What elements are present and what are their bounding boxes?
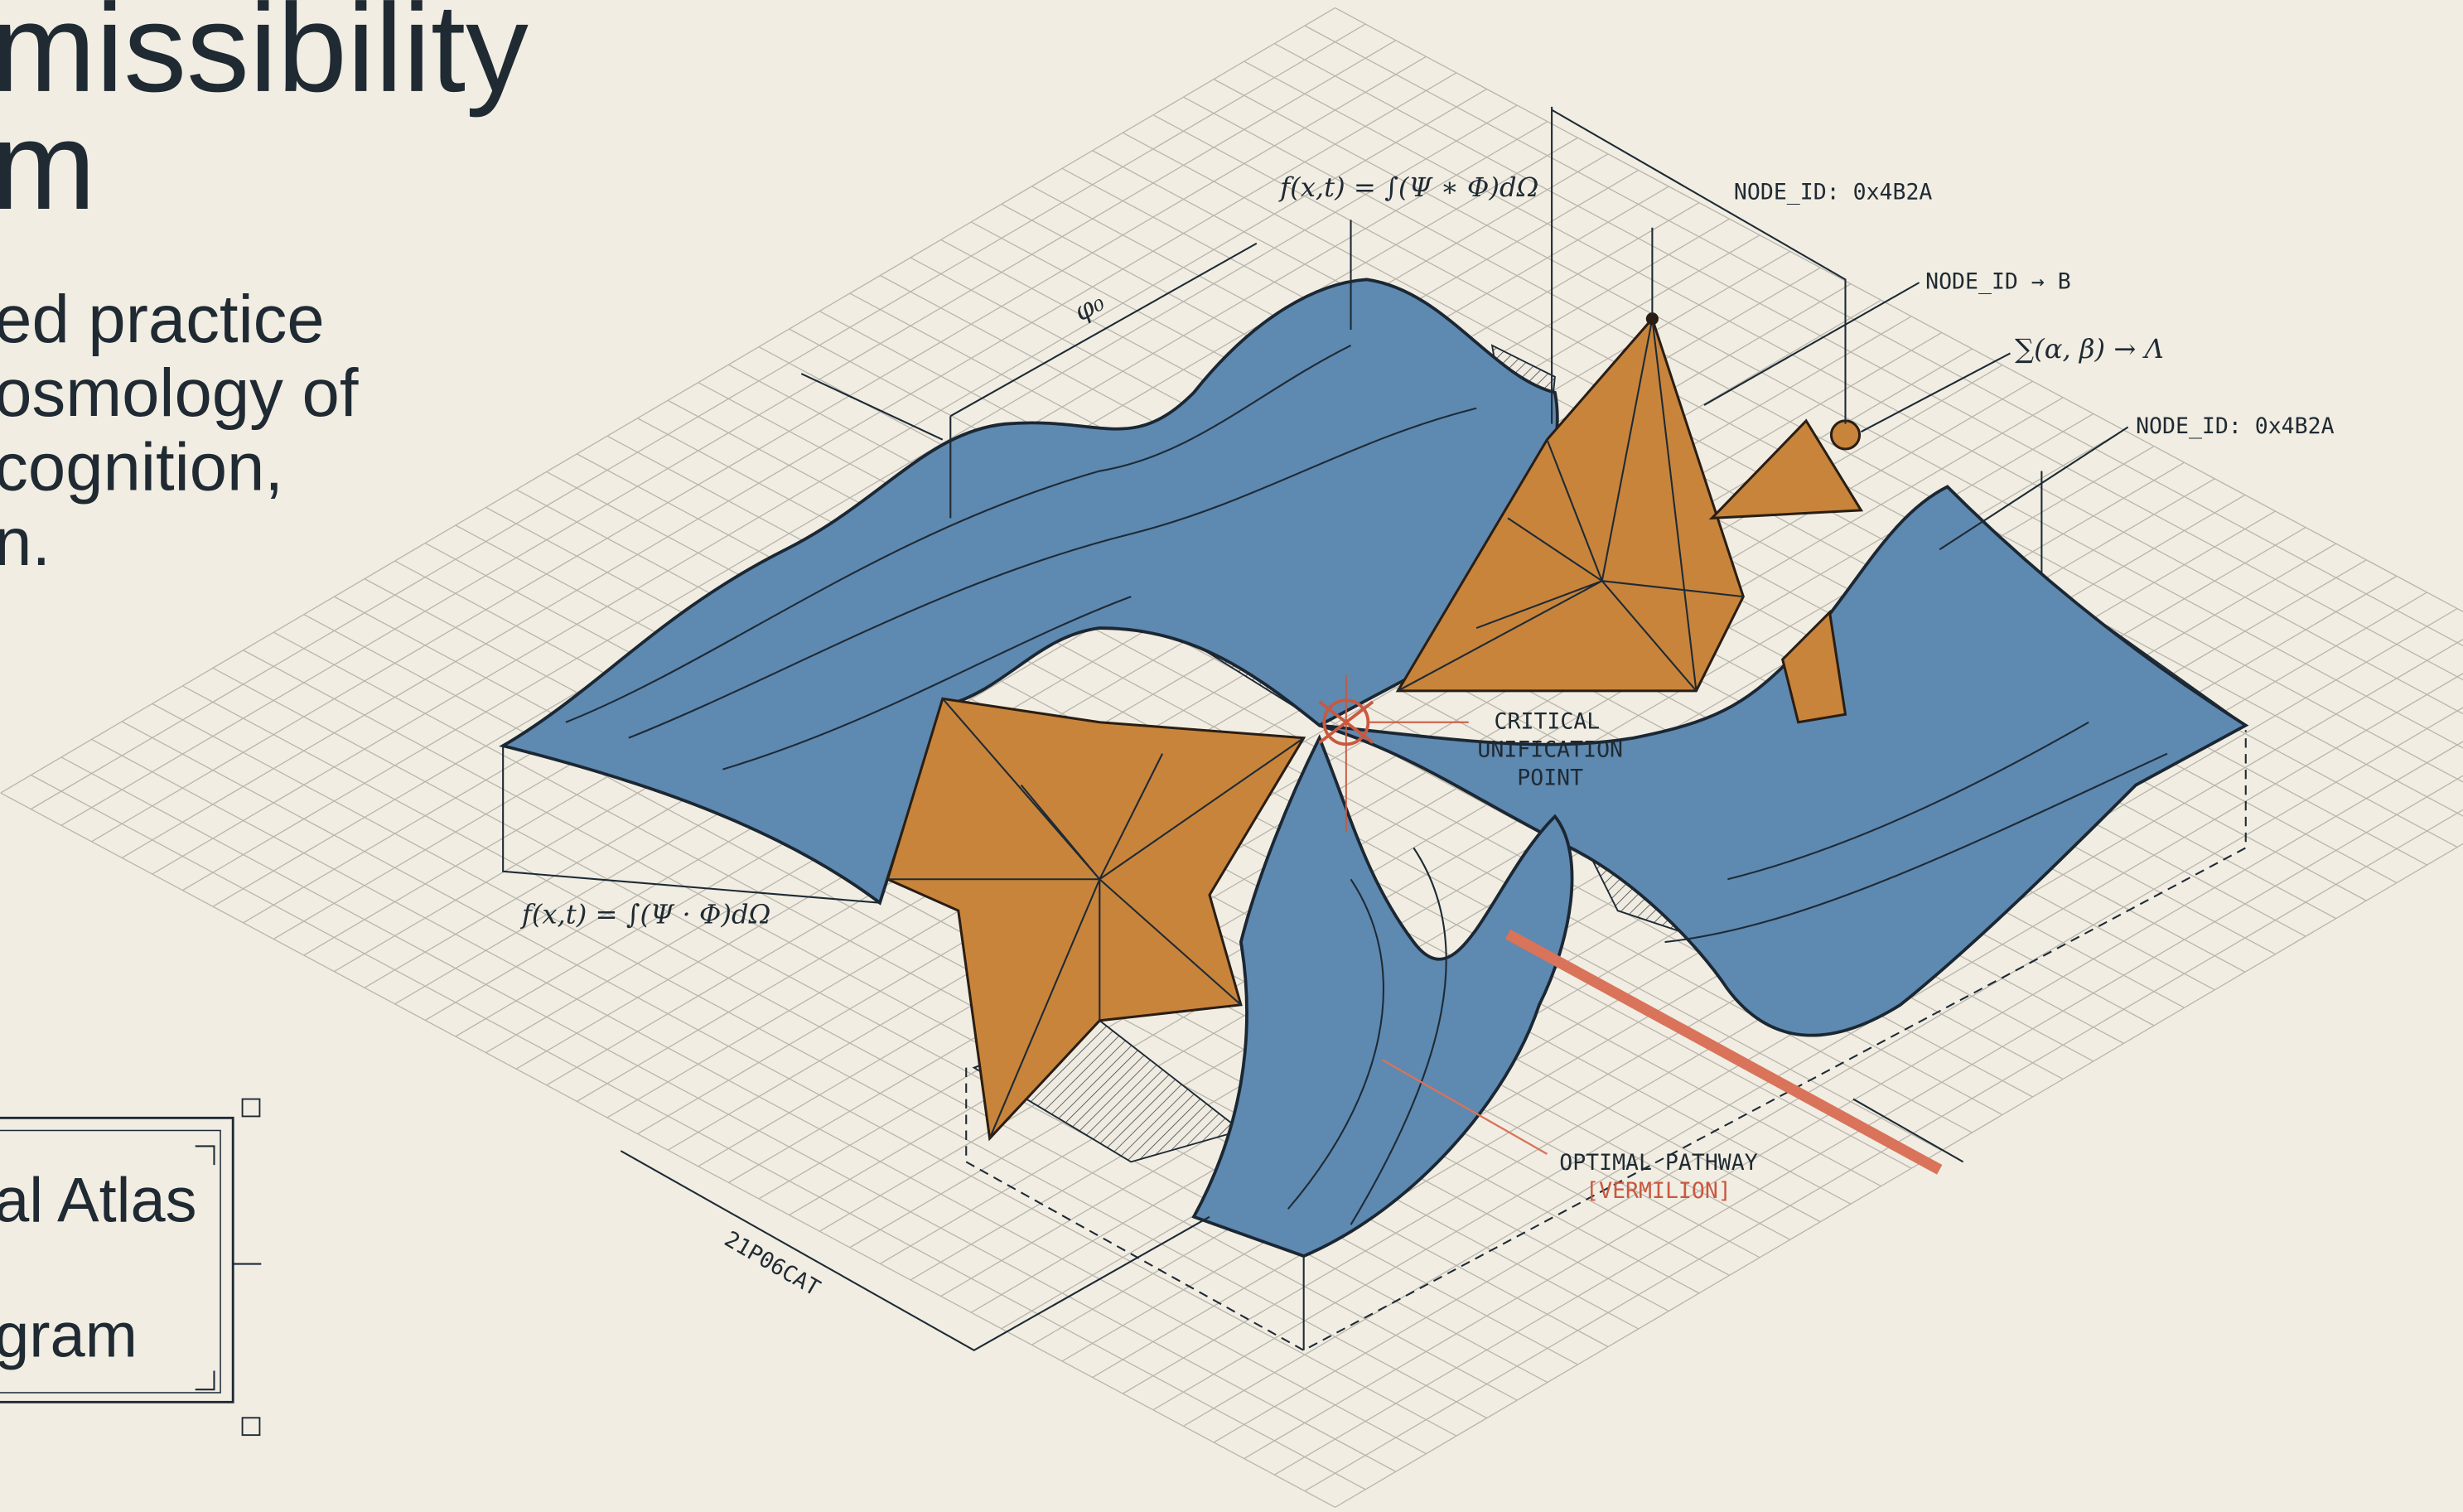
critical-label: POINT [1517,766,1583,791]
blue-surface [499,278,2249,1258]
grid-line [1213,79,2463,749]
description-line: ed practice [0,282,325,357]
description-line: n. [0,505,51,580]
description-line: cognition, [0,429,283,505]
pathway-color: [VERMILION] [1586,1178,1731,1204]
node-label: NODE_ID: 0x4B2A [2136,413,2334,439]
grid-line [1244,741,2463,1460]
sum-label: ∑(α, β) → Λ [2015,333,2164,365]
orange-polyhedra [886,312,1864,1142]
critical-label: UNIFICATION [1477,737,1623,762]
leader-lines [502,106,2247,1352]
grid-line [1304,809,2463,1492]
box-line: al Atlas [0,1165,197,1235]
critical-label: CRITICAL [1495,708,1601,734]
grid-line [1335,843,2463,1508]
grid-line [1213,707,2463,1443]
node-label: NODE_ID → B [1925,269,2071,295]
pathway-label: OPTIMAL PATHWAY [1559,1150,1757,1176]
dimension-label: 21P06CAT [720,1226,824,1302]
grid-line [1274,775,2463,1476]
title-line: missibility [0,0,529,118]
description-line: osmology of [0,355,359,431]
critical-point [1318,674,1943,1175]
phi-label: φ₀ [1069,286,1110,328]
grid-line [1183,96,2463,783]
formula: f(x,t) = ∫(Ψ · Φ)dΩ [520,898,770,930]
node-label: NODE_ID: 0x4B2A [1734,180,1932,205]
grid-line [728,397,2064,1183]
grid-line [0,7,1335,794]
box-line: gram [0,1300,138,1370]
grid-line [0,792,1335,1508]
grid-line [1304,25,2463,647]
grid-line [1335,7,2463,612]
title-line: m [0,96,96,236]
formula: f(x,t) = ∫(Ψ ∗ Φ)dΩ [1278,171,1538,203]
info-box [0,1098,262,1437]
grid-line [1274,42,2463,681]
grid-line [1244,60,2463,715]
